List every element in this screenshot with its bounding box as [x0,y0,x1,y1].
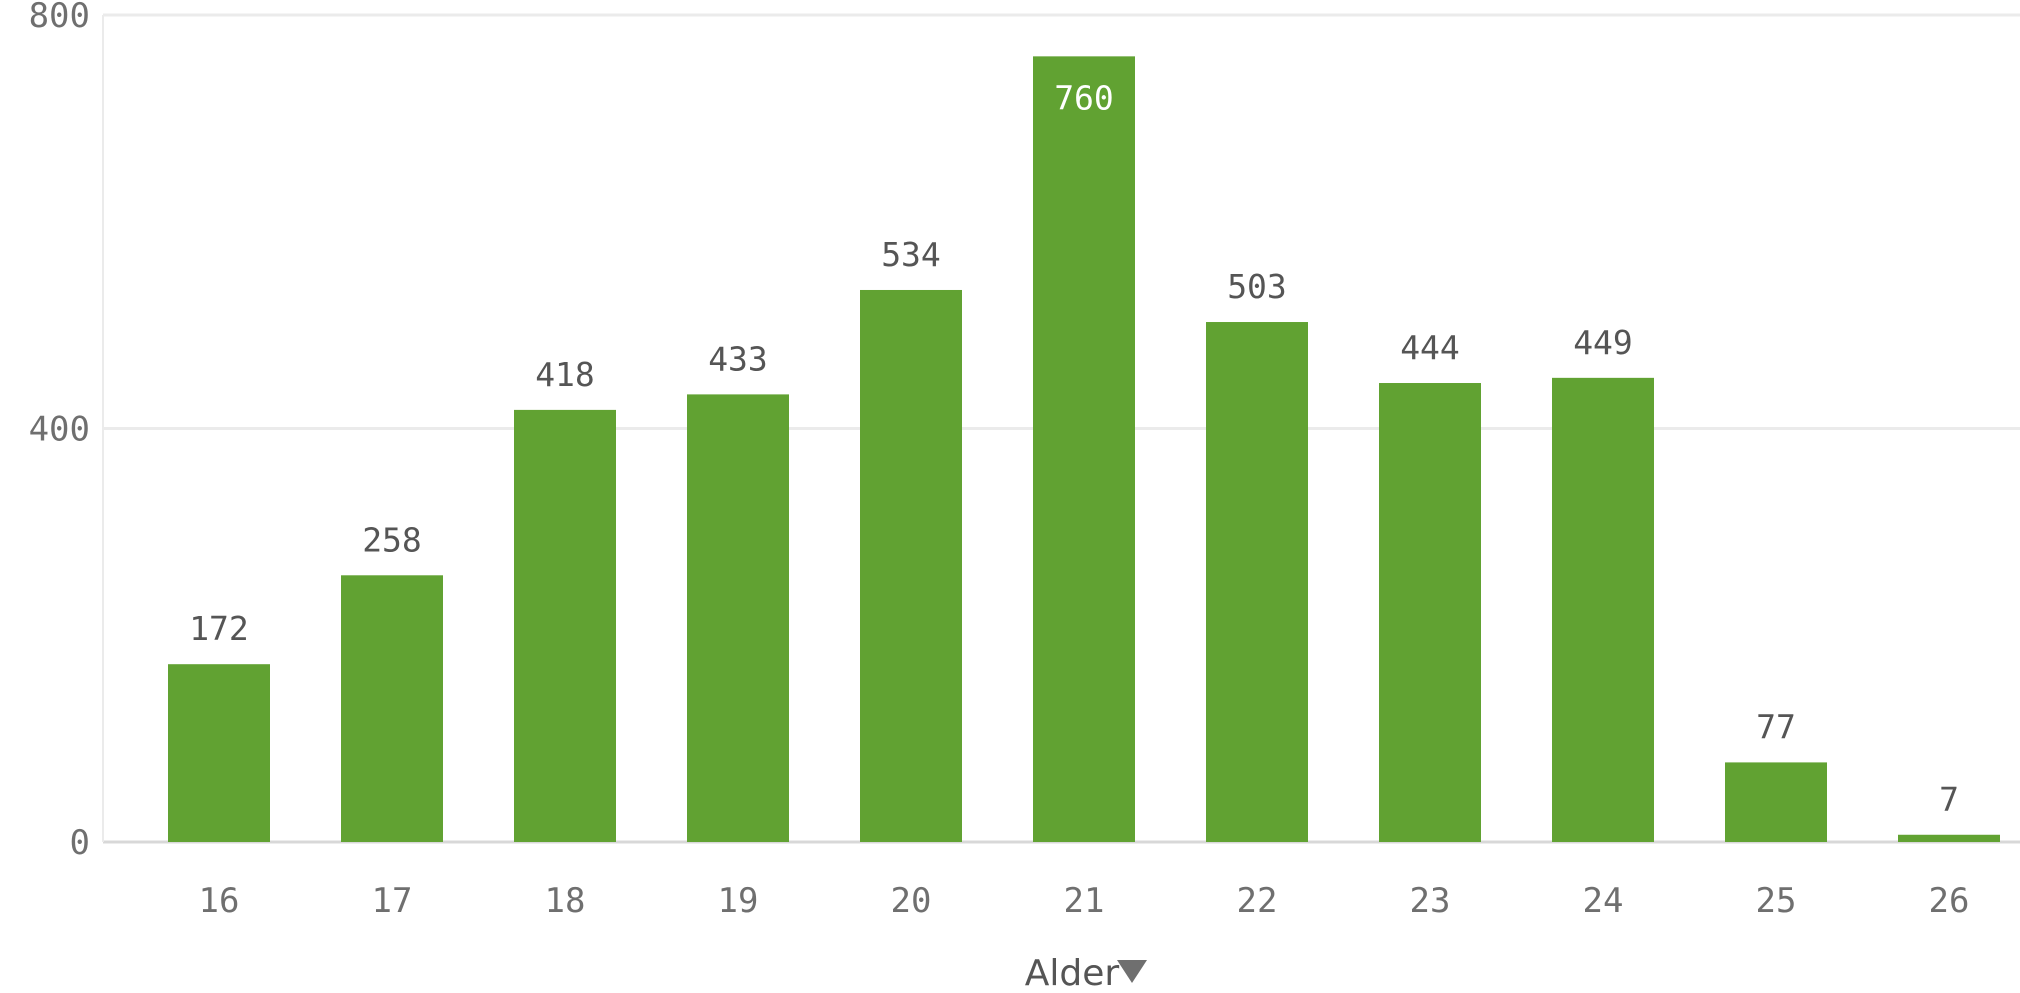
bar-18[interactable] [514,409,616,842]
bar-24[interactable] [1552,377,1654,842]
data-label-22: 503 [1227,267,1287,306]
bars[interactable] [168,56,2000,843]
y-tick-label: 800 [29,0,90,36]
x-tick-label: 26 [1929,881,1970,921]
bar-25[interactable] [1725,762,1827,842]
y-tick-label: 400 [29,410,90,450]
x-tick-label: 24 [1583,881,1624,921]
bar-21[interactable] [1033,56,1135,843]
triangle-down-icon [1117,960,1147,983]
x-tick-label: 18 [545,881,586,921]
bar-20[interactable] [860,289,962,842]
x-tick-label: 23 [1410,881,1451,921]
y-axis-ticks: 0 400 800 [29,0,90,863]
bar-17[interactable] [341,575,443,842]
bar-16[interactable] [168,664,270,842]
bar-19[interactable] [687,394,789,842]
x-tick-label: 21 [1064,881,1105,921]
x-tick-label: 25 [1756,881,1797,921]
bar-26[interactable] [1898,834,2000,842]
x-tick-label: 17 [372,881,413,921]
data-label-18: 418 [535,355,595,394]
y-tick-label: 0 [70,823,90,863]
x-axis-title: Alder [1025,953,1120,993]
data-label-21: 760 [1054,78,1114,117]
data-label-20: 534 [881,235,941,274]
data-label-23: 444 [1400,328,1460,367]
data-label-24: 449 [1573,323,1633,362]
x-tick-label: 19 [718,881,759,921]
x-tick-label: 16 [199,881,240,921]
x-tick-label: 22 [1237,881,1278,921]
data-label-16: 172 [189,609,249,648]
x-axis-title-dropdown[interactable]: Alder [1025,953,1147,993]
bar-23[interactable] [1379,383,1481,842]
data-label-26: 7 [1939,780,1959,819]
bar-22[interactable] [1206,322,1308,842]
data-label-25: 77 [1756,707,1796,746]
data-label-19: 433 [708,339,768,378]
x-axis-ticks: 16 17 18 19 20 21 22 23 24 25 26 [199,881,1970,921]
x-tick-label: 20 [891,881,932,921]
data-label-17: 258 [362,520,422,559]
